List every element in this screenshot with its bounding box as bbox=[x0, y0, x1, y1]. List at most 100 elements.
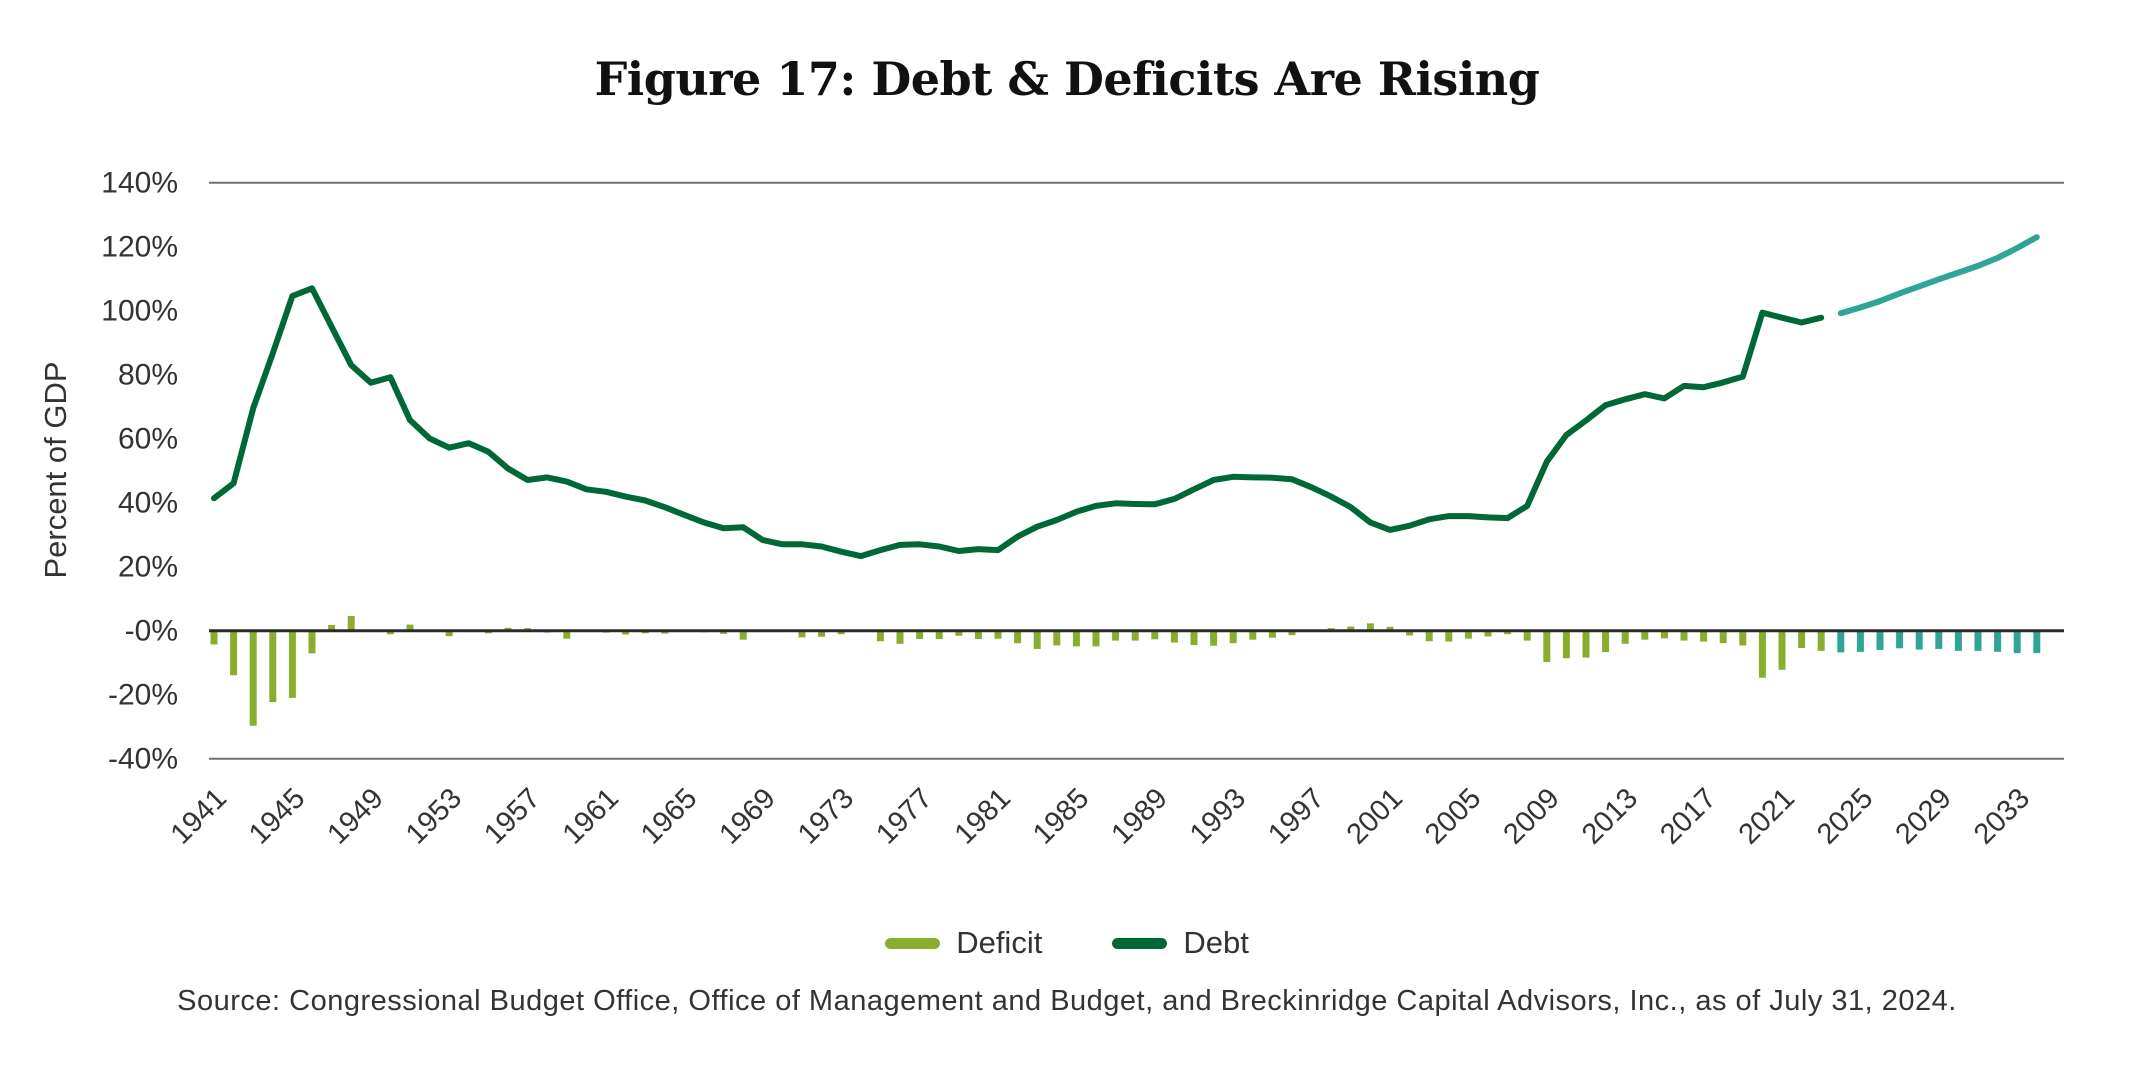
y-tick-label: 20% bbox=[118, 551, 178, 584]
x-tick-label: 1953 bbox=[400, 782, 468, 850]
deficit-bar bbox=[798, 630, 806, 638]
deficit-bar bbox=[1778, 630, 1786, 670]
deficit-bar bbox=[818, 630, 826, 637]
deficit-bar bbox=[288, 630, 296, 698]
deficit-swatch-icon bbox=[885, 937, 941, 949]
deficit-bar bbox=[1876, 630, 1884, 650]
deficit-bar bbox=[1896, 630, 1904, 649]
x-tick-label: 2033 bbox=[1968, 782, 2036, 850]
deficit-bar bbox=[1504, 630, 1512, 635]
deficit-bar bbox=[1660, 630, 1668, 639]
deficit-bar bbox=[1229, 630, 1237, 644]
deficit-bar bbox=[1288, 630, 1296, 636]
legend-item-deficit: Deficit bbox=[885, 925, 1042, 961]
x-tick-label: 1989 bbox=[1106, 782, 1174, 850]
deficit-bar bbox=[1523, 630, 1531, 641]
deficit-bar bbox=[896, 630, 904, 644]
deficit-bar bbox=[1425, 630, 1433, 642]
deficit-bar bbox=[2013, 630, 2021, 654]
deficit-bar bbox=[1700, 630, 1708, 642]
deficit-bar bbox=[1347, 626, 1355, 631]
x-tick-label: 1941 bbox=[165, 782, 233, 850]
x-tick-label: 1997 bbox=[1262, 782, 1330, 850]
x-tick-label: 2025 bbox=[1811, 782, 1879, 850]
deficit-bar bbox=[1994, 630, 2002, 652]
x-tick-label: 1985 bbox=[1027, 782, 1095, 850]
deficit-bar bbox=[269, 630, 277, 703]
deficit-bar bbox=[994, 630, 1002, 639]
x-axis-ticks: 1941 1945 1949 1953 1957 1961 1965 1969 1973 1977… bbox=[165, 782, 2036, 850]
deficit-bar bbox=[1817, 630, 1825, 651]
deficit-bar bbox=[1680, 630, 1688, 641]
x-tick-label: 2021 bbox=[1733, 782, 1801, 850]
x-tick-label: 1977 bbox=[870, 782, 938, 850]
chart-plot: 140% 120% 100% 80% 60% 40% 20% -0% -20% -40% Perc… bbox=[38, 167, 2064, 851]
y-axis-label: Percent of GDP bbox=[38, 361, 73, 578]
deficit-bar bbox=[876, 630, 884, 642]
x-tick-label: 1961 bbox=[557, 782, 625, 850]
deficit-bar bbox=[1602, 630, 1610, 653]
debt-line bbox=[211, 234, 2040, 560]
x-tick-label: 1965 bbox=[635, 782, 703, 850]
deficit-bar bbox=[739, 630, 747, 640]
debt-line-historical bbox=[211, 285, 1825, 560]
y-tick-label: -0% bbox=[125, 615, 178, 648]
deficit-bar bbox=[1249, 630, 1257, 640]
deficit-bar bbox=[955, 630, 963, 636]
x-tick-label: 2029 bbox=[1890, 782, 1958, 850]
deficit-bar bbox=[1210, 630, 1218, 646]
legend-item-debt: Debt bbox=[1112, 925, 1249, 961]
deficit-bar bbox=[1739, 630, 1747, 646]
y-tick-label: -20% bbox=[108, 679, 178, 712]
deficit-bar bbox=[1798, 630, 1806, 648]
y-axis-ticks: 140% 120% 100% 80% 60% 40% 20% -0% -20% -40% bbox=[101, 167, 178, 776]
deficit-bar bbox=[1014, 630, 1022, 644]
x-tick-label: 1973 bbox=[792, 782, 860, 850]
deficit-bar bbox=[1445, 630, 1453, 642]
legend-label-deficit: Deficit bbox=[956, 925, 1043, 960]
y-tick-label: 60% bbox=[118, 423, 178, 456]
deficit-bar bbox=[1033, 630, 1041, 649]
deficit-bar bbox=[308, 630, 316, 654]
deficit-bar bbox=[249, 630, 257, 726]
y-tick-label: -40% bbox=[108, 743, 178, 776]
deficit-bar bbox=[1582, 630, 1590, 658]
deficit-bars bbox=[210, 615, 2041, 726]
x-tick-label: 2013 bbox=[1576, 782, 1644, 850]
y-tick-label: 120% bbox=[101, 231, 178, 264]
chart-title: Figure 17: Debt & Deficits Are Rising bbox=[594, 52, 1540, 106]
debt-swatch-icon bbox=[1112, 937, 1168, 949]
x-tick-label: 2005 bbox=[1419, 782, 1487, 850]
deficit-bar bbox=[837, 630, 845, 635]
deficit-bar bbox=[1053, 630, 1061, 646]
deficit-bar bbox=[1366, 623, 1374, 631]
deficit-bar bbox=[720, 630, 728, 634]
deficit-bar bbox=[1641, 630, 1649, 640]
deficit-bar bbox=[622, 630, 630, 635]
deficit-bar bbox=[1131, 630, 1139, 641]
deficit-bar bbox=[347, 615, 355, 631]
deficit-bar bbox=[1543, 630, 1551, 663]
x-tick-label: 2017 bbox=[1654, 782, 1722, 850]
x-tick-label: 2001 bbox=[1341, 782, 1409, 850]
y-tick-label: 40% bbox=[118, 487, 178, 520]
deficit-bar bbox=[1190, 630, 1198, 646]
deficit-bar bbox=[1268, 630, 1276, 638]
deficit-bar bbox=[230, 630, 238, 676]
deficit-bar bbox=[1386, 626, 1394, 631]
x-tick-label: 1981 bbox=[949, 782, 1017, 850]
x-tick-label: 1969 bbox=[714, 782, 782, 850]
source-note: Source: Congressional Budget Office, Off… bbox=[177, 985, 1957, 1017]
x-tick-label: 2009 bbox=[1498, 782, 1566, 850]
deficit-bar bbox=[1562, 630, 1570, 659]
deficit-bar bbox=[1484, 630, 1492, 637]
legend: Deficit Debt bbox=[0, 925, 2134, 961]
y-tick-label: 100% bbox=[101, 295, 178, 328]
deficit-bar bbox=[1856, 630, 1864, 652]
deficit-bar bbox=[1072, 630, 1080, 647]
deficit-bar bbox=[1092, 630, 1100, 647]
deficit-bar bbox=[1406, 630, 1414, 636]
deficit-bar bbox=[974, 630, 982, 640]
deficit-bar bbox=[1974, 630, 1982, 651]
deficit-bar bbox=[406, 624, 414, 631]
